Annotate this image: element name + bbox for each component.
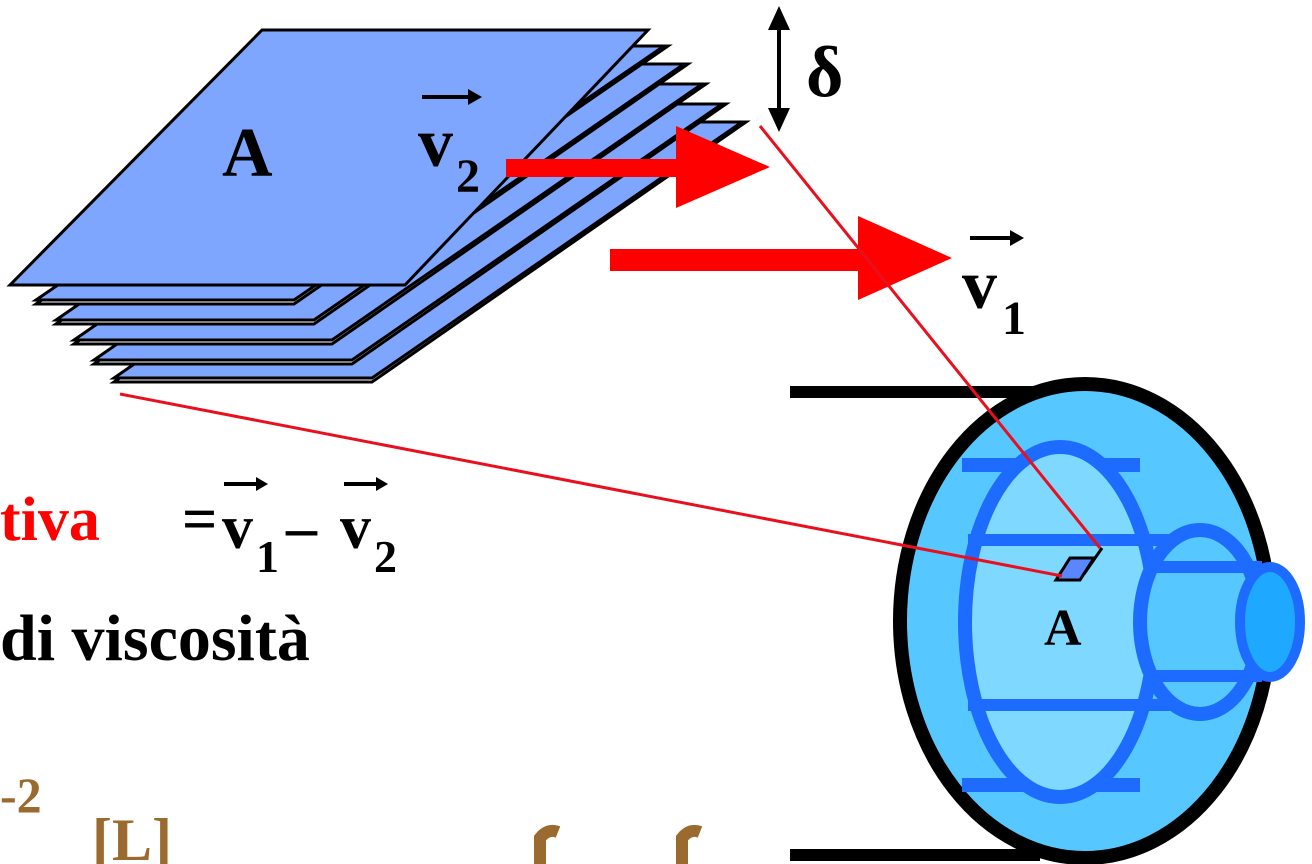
bracket-fragment: [L]: [92, 807, 172, 864]
formula-v2-letter: v: [340, 494, 371, 562]
exponent-fragment: -2: [0, 767, 42, 823]
equals-sign: =: [182, 486, 217, 554]
formula-v1-subscript: 1: [256, 531, 279, 582]
v1-label: v 1: [962, 230, 1026, 345]
velocity-arrow-v1: [610, 216, 952, 300]
formula-fragment-marks: [534, 824, 703, 864]
formula-v2-subscript: 2: [374, 531, 397, 582]
viscosity-text: di viscosità: [0, 602, 310, 675]
v2-letter: v: [418, 105, 453, 182]
v1-subscript: 1: [1002, 292, 1026, 345]
pipe-illustration: [790, 377, 1305, 864]
relative-velocity-formula: tiva = v 1 – v 2: [0, 477, 397, 582]
fluid-layer-top: [6, 28, 652, 287]
plate-area-label: A: [222, 115, 273, 192]
v2-subscript: 2: [456, 150, 480, 203]
minus-sign: –: [285, 494, 318, 562]
formula-v1-letter: v: [222, 494, 253, 562]
vector-arrow-icon: [970, 230, 1024, 246]
v1-letter: v: [962, 247, 997, 324]
vector-arrow-icon: [344, 477, 388, 491]
thickness-indicator: [768, 6, 790, 132]
fluid-layers-stack: [6, 28, 751, 384]
vector-arrow-icon: [422, 89, 482, 105]
pipe-area-label: A: [1044, 600, 1082, 657]
velocity-arrow-v2: [506, 126, 770, 208]
vector-arrow-icon: [224, 477, 268, 491]
delta-label: δ: [806, 32, 843, 112]
guide-lines: [119, 125, 1102, 578]
v2-label: v 2: [418, 89, 482, 203]
relative-word: tiva: [0, 486, 100, 554]
